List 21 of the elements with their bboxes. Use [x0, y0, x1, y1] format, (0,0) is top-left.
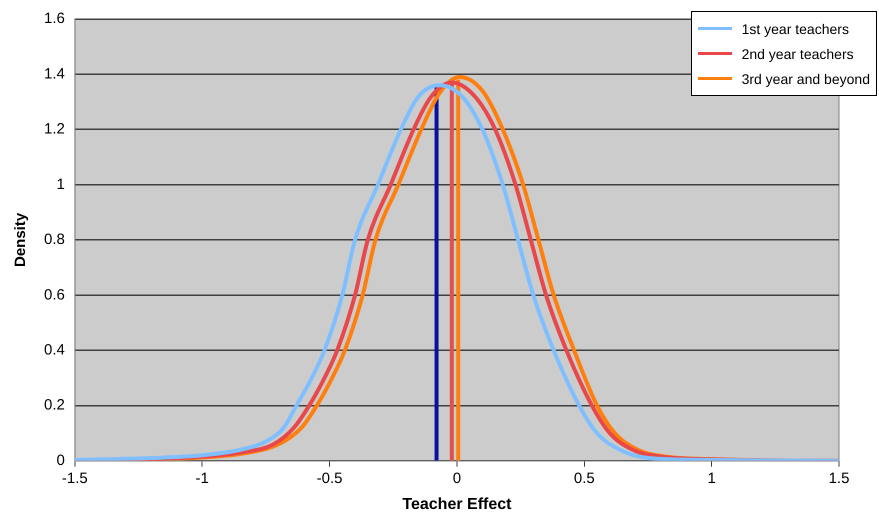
x-tick-label: -1 — [196, 470, 209, 487]
x-tick-label: 0 — [452, 470, 462, 487]
y-tick-label: 0 — [56, 452, 65, 469]
x-tick-label: -0.5 — [316, 470, 342, 487]
x-tick-label: 1.5 — [828, 470, 850, 487]
y-axis-title: Density — [12, 212, 30, 267]
legend-label: 2nd year teachers — [742, 46, 854, 62]
x-tick-label: -1.5 — [62, 470, 88, 487]
x-axis-title: Teacher Effect — [402, 496, 512, 513]
legend-label: 3rd year and beyond — [742, 70, 870, 86]
y-tick-label: 1 — [56, 176, 65, 193]
legend-label: 1st year teachers — [742, 20, 849, 36]
y-tick-label: 1.6 — [44, 10, 65, 28]
y-tick-label: 0.2 — [44, 396, 65, 414]
y-tick-label: 0.4 — [44, 341, 65, 358]
x-tick-label: 0.5 — [574, 470, 595, 487]
y-tick-label: 0.8 — [44, 231, 65, 248]
y-tick-label: 1.4 — [44, 65, 65, 82]
y-tick-label: 1.2 — [44, 120, 65, 138]
x-tick-label: 1 — [707, 470, 716, 487]
y-tick-label: 0.6 — [44, 286, 65, 304]
